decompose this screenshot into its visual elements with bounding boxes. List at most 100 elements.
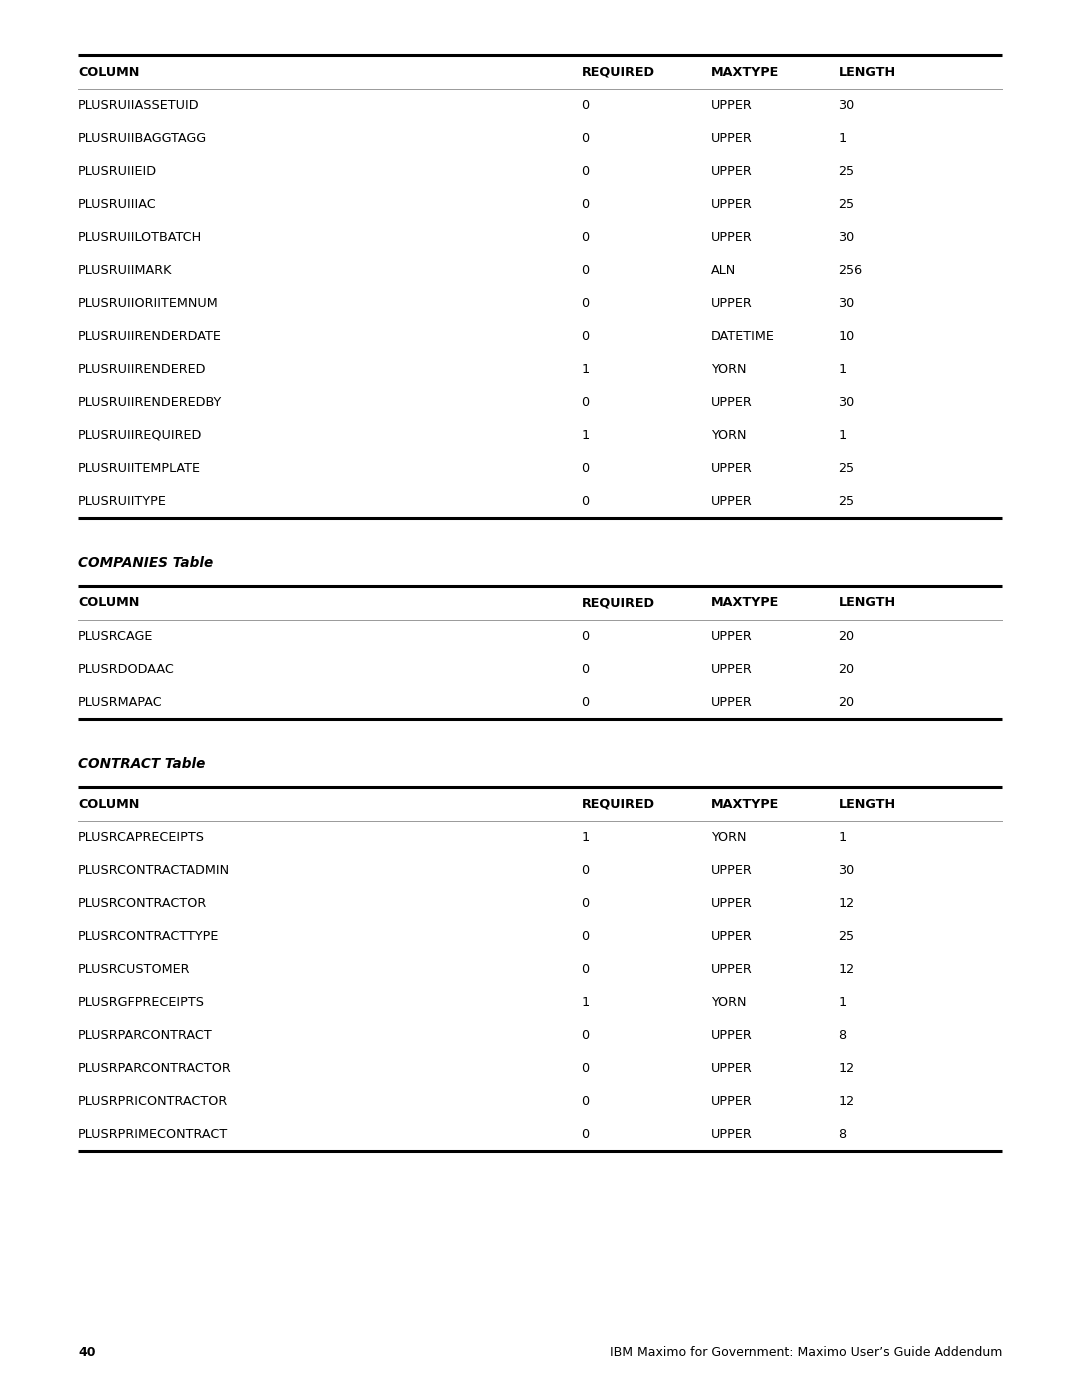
Text: 0: 0 xyxy=(582,330,590,344)
Text: 25: 25 xyxy=(838,165,854,177)
Text: 1: 1 xyxy=(838,429,847,441)
Text: 0: 0 xyxy=(582,495,590,509)
Text: PLUSRPARCONTRACT: PLUSRPARCONTRACT xyxy=(78,1030,213,1042)
Text: 1: 1 xyxy=(838,831,847,844)
Text: 256: 256 xyxy=(838,264,863,277)
Text: 25: 25 xyxy=(838,198,854,211)
Text: 12: 12 xyxy=(838,1062,854,1076)
Text: UPPER: UPPER xyxy=(711,1127,753,1141)
Text: UPPER: UPPER xyxy=(711,630,753,643)
Text: 1: 1 xyxy=(582,996,590,1009)
Text: UPPER: UPPER xyxy=(711,1030,753,1042)
Text: PLUSRUIILOTBATCH: PLUSRUIILOTBATCH xyxy=(78,231,202,244)
Text: REQUIRED: REQUIRED xyxy=(582,597,654,609)
Text: MAXTYPE: MAXTYPE xyxy=(711,798,779,810)
Text: REQUIRED: REQUIRED xyxy=(582,798,654,810)
Text: 0: 0 xyxy=(582,99,590,112)
Text: IBM Maximo for Government: Maximo User’s Guide Addendum: IBM Maximo for Government: Maximo User’s… xyxy=(609,1345,1002,1358)
Text: 0: 0 xyxy=(582,1030,590,1042)
Text: 40: 40 xyxy=(78,1345,95,1358)
Text: 0: 0 xyxy=(582,863,590,877)
Text: PLUSRDODAAC: PLUSRDODAAC xyxy=(78,664,175,676)
Text: PLUSRUIIIAC: PLUSRUIIIAC xyxy=(78,198,157,211)
Text: PLUSRCONTRACTOR: PLUSRCONTRACTOR xyxy=(78,897,207,909)
Text: PLUSRUIIORIITEMNUM: PLUSRUIIORIITEMNUM xyxy=(78,298,219,310)
Text: PLUSRPARCONTRACTOR: PLUSRPARCONTRACTOR xyxy=(78,1062,232,1076)
Text: 20: 20 xyxy=(838,664,854,676)
Text: PLUSRUIIASSETUID: PLUSRUIIASSETUID xyxy=(78,99,200,112)
Text: 0: 0 xyxy=(582,198,590,211)
Text: PLUSRUIIEID: PLUSRUIIEID xyxy=(78,165,157,177)
Text: 30: 30 xyxy=(838,863,854,877)
Text: 12: 12 xyxy=(838,897,854,909)
Text: PLUSRPRICONTRACTOR: PLUSRPRICONTRACTOR xyxy=(78,1095,228,1108)
Text: UPPER: UPPER xyxy=(711,462,753,475)
Text: PLUSRCUSTOMER: PLUSRCUSTOMER xyxy=(78,963,190,977)
Text: PLUSRUIIRENDEREDBY: PLUSRUIIRENDEREDBY xyxy=(78,395,222,409)
Text: PLUSRUIITEMPLATE: PLUSRUIITEMPLATE xyxy=(78,462,201,475)
Text: 30: 30 xyxy=(838,231,854,244)
Text: COMPANIES Table: COMPANIES Table xyxy=(78,556,213,570)
Text: UPPER: UPPER xyxy=(711,131,753,145)
Text: 30: 30 xyxy=(838,99,854,112)
Text: UPPER: UPPER xyxy=(711,863,753,877)
Text: UPPER: UPPER xyxy=(711,930,753,943)
Text: 8: 8 xyxy=(838,1127,847,1141)
Text: 30: 30 xyxy=(838,395,854,409)
Text: UPPER: UPPER xyxy=(711,495,753,509)
Text: 0: 0 xyxy=(582,897,590,909)
Text: 0: 0 xyxy=(582,462,590,475)
Text: 8: 8 xyxy=(838,1030,847,1042)
Text: 25: 25 xyxy=(838,495,854,509)
Text: 0: 0 xyxy=(582,696,590,710)
Text: LENGTH: LENGTH xyxy=(838,798,895,810)
Text: 1: 1 xyxy=(582,831,590,844)
Text: UPPER: UPPER xyxy=(711,231,753,244)
Text: 0: 0 xyxy=(582,231,590,244)
Text: UPPER: UPPER xyxy=(711,696,753,710)
Text: PLUSRUIIRENDERED: PLUSRUIIRENDERED xyxy=(78,363,206,376)
Text: PLUSRUIIREQUIRED: PLUSRUIIREQUIRED xyxy=(78,429,202,441)
Text: LENGTH: LENGTH xyxy=(838,597,895,609)
Text: DATETIME: DATETIME xyxy=(711,330,774,344)
Text: REQUIRED: REQUIRED xyxy=(582,66,654,78)
Text: 0: 0 xyxy=(582,1095,590,1108)
Text: 0: 0 xyxy=(582,264,590,277)
Text: PLUSRUIITYPE: PLUSRUIITYPE xyxy=(78,495,167,509)
Text: 10: 10 xyxy=(838,330,854,344)
Text: PLUSRCONTRACTTYPE: PLUSRCONTRACTTYPE xyxy=(78,930,219,943)
Text: COLUMN: COLUMN xyxy=(78,798,139,810)
Text: 0: 0 xyxy=(582,963,590,977)
Text: 0: 0 xyxy=(582,165,590,177)
Text: UPPER: UPPER xyxy=(711,1095,753,1108)
Text: UPPER: UPPER xyxy=(711,198,753,211)
Text: 0: 0 xyxy=(582,630,590,643)
Text: PLUSRCAGE: PLUSRCAGE xyxy=(78,630,153,643)
Text: 0: 0 xyxy=(582,1062,590,1076)
Text: 1: 1 xyxy=(838,996,847,1009)
Text: 30: 30 xyxy=(838,298,854,310)
Text: UPPER: UPPER xyxy=(711,99,753,112)
Text: 1: 1 xyxy=(838,363,847,376)
Text: COLUMN: COLUMN xyxy=(78,597,139,609)
Text: UPPER: UPPER xyxy=(711,664,753,676)
Text: 0: 0 xyxy=(582,664,590,676)
Text: PLUSRMAPAC: PLUSRMAPAC xyxy=(78,696,163,710)
Text: YORN: YORN xyxy=(711,363,746,376)
Text: 1: 1 xyxy=(582,363,590,376)
Text: PLUSRUIIMARK: PLUSRUIIMARK xyxy=(78,264,173,277)
Text: UPPER: UPPER xyxy=(711,395,753,409)
Text: UPPER: UPPER xyxy=(711,897,753,909)
Text: 12: 12 xyxy=(838,1095,854,1108)
Text: 20: 20 xyxy=(838,630,854,643)
Text: CONTRACT Table: CONTRACT Table xyxy=(78,757,205,771)
Text: 1: 1 xyxy=(838,131,847,145)
Text: 0: 0 xyxy=(582,1127,590,1141)
Text: MAXTYPE: MAXTYPE xyxy=(711,597,779,609)
Text: 25: 25 xyxy=(838,462,854,475)
Text: 20: 20 xyxy=(838,696,854,710)
Text: 0: 0 xyxy=(582,131,590,145)
Text: YORN: YORN xyxy=(711,996,746,1009)
Text: PLUSRPRIMECONTRACT: PLUSRPRIMECONTRACT xyxy=(78,1127,228,1141)
Text: YORN: YORN xyxy=(711,429,746,441)
